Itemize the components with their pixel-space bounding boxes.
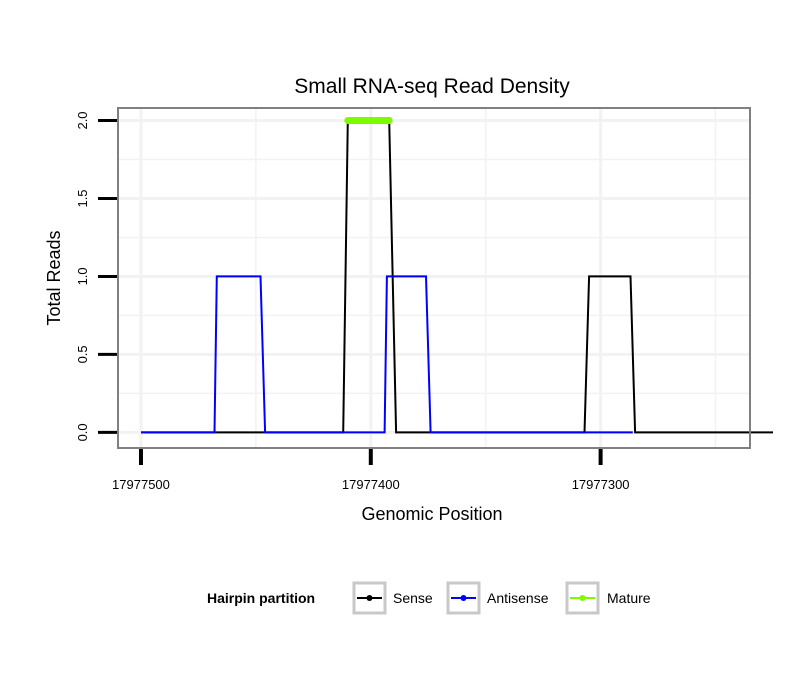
legend: Hairpin partition Sense Antisense Mature bbox=[207, 581, 651, 615]
legend-item-antisense: Antisense bbox=[446, 581, 549, 615]
x-axis-title: Genomic Position bbox=[361, 504, 502, 524]
y-axis-title: Total Reads bbox=[44, 230, 64, 325]
series-line-antisense bbox=[141, 275, 633, 434]
legend-title: Hairpin partition bbox=[207, 590, 315, 606]
x-tick-label: 17977500 bbox=[112, 477, 170, 492]
y-tick-label: 2.0 bbox=[75, 111, 90, 129]
legend-point-sense bbox=[366, 595, 373, 601]
x-tick-label: 17977400 bbox=[342, 477, 400, 492]
x-tick-label: 17977300 bbox=[572, 477, 630, 492]
legend-label-antisense: Antisense bbox=[487, 590, 549, 606]
legend-item-sense: Sense bbox=[352, 581, 433, 615]
legend-item-mature: Mature bbox=[565, 581, 651, 615]
y-tick-label: 0.5 bbox=[75, 345, 90, 363]
y-tick-label: 0.0 bbox=[75, 423, 90, 441]
y-axis: 0.0 0.5 1.0 1.5 2.0 bbox=[75, 111, 117, 441]
x-axis: 17977500 17977400 17977300 bbox=[112, 449, 630, 492]
grid-lines bbox=[118, 108, 750, 448]
legend-label-mature: Mature bbox=[607, 590, 651, 606]
legend-point-antisense bbox=[460, 595, 467, 601]
legend-point-mature bbox=[579, 595, 586, 601]
y-tick-label: 1.5 bbox=[75, 189, 90, 207]
chart-title: Small RNA-seq Read Density bbox=[294, 75, 570, 98]
plot-panel-border bbox=[117, 107, 751, 449]
y-tick-label: 1.0 bbox=[75, 267, 90, 285]
series-group bbox=[141, 117, 773, 434]
legend-label-sense: Sense bbox=[393, 590, 433, 606]
